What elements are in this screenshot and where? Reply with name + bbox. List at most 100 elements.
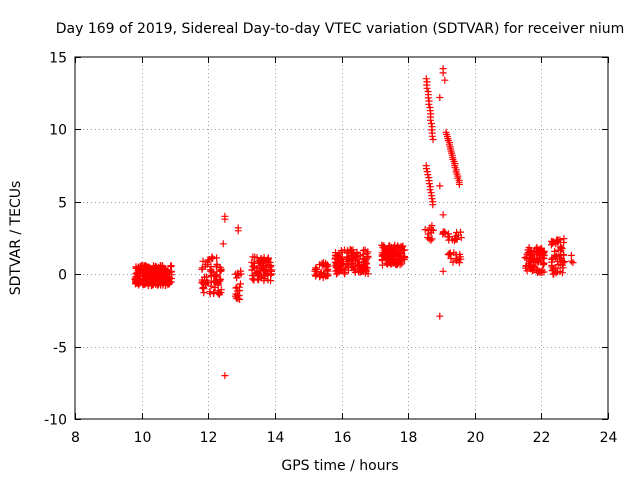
data-point [528, 263, 536, 271]
data-point [436, 94, 444, 101]
data-point [422, 75, 430, 83]
data-point [132, 275, 140, 283]
y-tick-label: 10 [49, 123, 67, 139]
data-point [235, 283, 243, 291]
data-point [340, 268, 348, 276]
x-tick-label: 12 [200, 430, 218, 446]
data-point [217, 286, 225, 294]
data-point [156, 272, 164, 280]
data-point [554, 236, 562, 244]
data-point [450, 249, 458, 257]
data-point [259, 265, 267, 273]
data-point [335, 250, 343, 258]
data-point [423, 165, 430, 173]
data-point [331, 251, 339, 259]
data-point [144, 279, 152, 287]
data-point [569, 259, 577, 267]
y-tick-label: -10 [44, 413, 67, 429]
data-point [162, 266, 170, 274]
data-point [540, 252, 548, 260]
data-point [436, 182, 444, 190]
data-point [446, 250, 454, 258]
data-point [441, 76, 449, 84]
data-point [538, 266, 546, 274]
data-point [400, 246, 408, 254]
data-point [553, 238, 561, 246]
data-point [428, 235, 436, 243]
data-point [557, 243, 565, 251]
data-point [359, 250, 367, 258]
data-point [221, 215, 229, 223]
data-point [423, 84, 431, 92]
data-point [425, 180, 433, 188]
data-point [319, 262, 327, 270]
x-axis-label: GPS time / hours [281, 458, 398, 474]
data-point [439, 267, 447, 275]
data-point [527, 262, 534, 270]
data-point [312, 264, 320, 272]
data-point [527, 247, 535, 255]
data-point [355, 261, 363, 269]
data-point [455, 180, 463, 188]
data-point [334, 269, 342, 277]
data-point [207, 267, 215, 275]
data-point [452, 257, 460, 265]
axis-ticks: 8 10 12 14 16 18 20 22 24 -10 -5 0 5 10 15 [44, 51, 617, 447]
data-point [237, 270, 245, 278]
data-point [439, 229, 447, 237]
data-point [337, 257, 344, 265]
data-point [398, 257, 406, 264]
data-point [427, 120, 435, 127]
data-point [384, 260, 392, 268]
x-tick-label: 8 [71, 430, 80, 446]
data-point [425, 100, 433, 108]
data-point [429, 201, 437, 209]
data-point [207, 278, 215, 286]
x-tick-label: 22 [533, 430, 551, 446]
data-point [428, 226, 436, 234]
data-point [216, 277, 224, 285]
y-axis-label: SDTVAR / TECUs [8, 181, 24, 296]
data-point [429, 136, 437, 143]
data-point [451, 235, 459, 243]
data-points [131, 65, 577, 380]
data-point [249, 263, 257, 271]
data-point [316, 273, 324, 280]
data-point [254, 272, 262, 279]
data-point [198, 276, 206, 284]
data-point [205, 256, 213, 264]
data-point [361, 246, 369, 254]
data-point [359, 264, 367, 272]
data-point [333, 261, 341, 269]
data-point [389, 250, 397, 258]
data-point [214, 289, 222, 297]
data-point [136, 276, 144, 284]
data-point [379, 243, 387, 251]
data-point [424, 171, 432, 179]
data-point [260, 257, 268, 265]
data-point [202, 273, 210, 281]
x-tick-label: 20 [467, 430, 485, 446]
data-point [426, 186, 434, 194]
data-point [232, 290, 240, 298]
data-point [427, 236, 435, 244]
data-point [349, 260, 357, 268]
data-point [348, 251, 355, 259]
chart-title: Day 169 of 2019, Sidereal Day-to-day VTE… [56, 21, 625, 37]
y-tick-label: 0 [58, 268, 67, 284]
data-point [436, 312, 444, 320]
data-point [356, 268, 364, 276]
data-point [439, 69, 447, 77]
data-point [313, 268, 321, 276]
data-point [445, 230, 452, 238]
data-point [439, 211, 447, 219]
data-point [219, 240, 227, 248]
x-tick-label: 24 [600, 430, 618, 446]
data-point [237, 280, 244, 288]
data-point [533, 243, 541, 251]
data-point [559, 259, 567, 267]
data-point [221, 372, 229, 380]
data-point [549, 270, 557, 278]
